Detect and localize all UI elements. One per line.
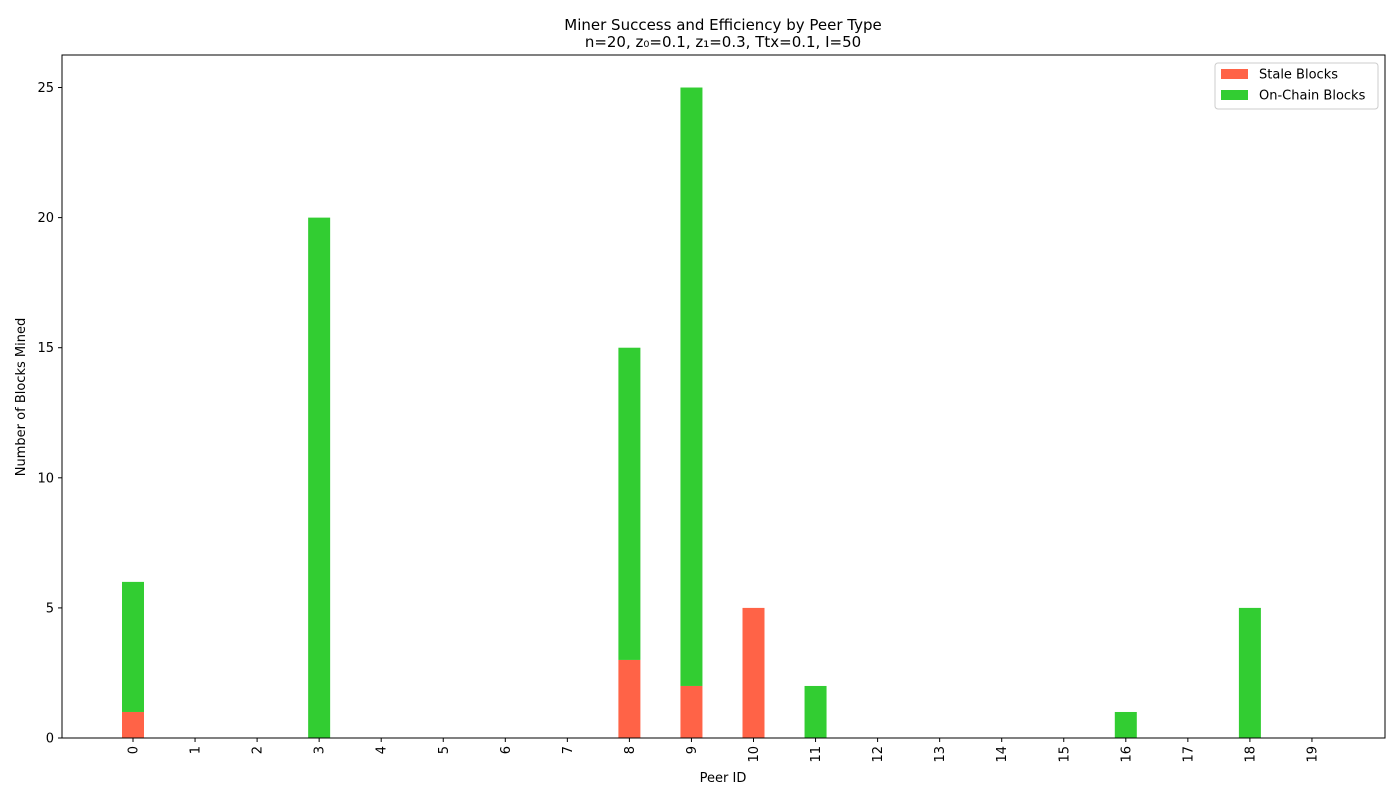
y-tick-label-10: 10 [37, 471, 54, 486]
x-tick-label-9: 9 [685, 746, 700, 754]
y-tick-label-15: 15 [37, 341, 54, 356]
x-tick-label-2: 2 [251, 746, 266, 754]
chart-title: Miner Success and Efficiency by Peer Typ… [564, 16, 881, 34]
x-tick-label-13: 13 [933, 746, 948, 763]
x-tick-label-4: 4 [375, 746, 390, 754]
bar-on-chain-blocks-3 [308, 217, 331, 739]
bar-stale-blocks-8 [618, 659, 641, 738]
bar-on-chain-blocks-18 [1238, 607, 1261, 738]
x-tick-label-7: 7 [561, 746, 576, 754]
x-axis-label: Peer ID [700, 771, 747, 786]
bars-layer [122, 87, 1261, 739]
bar-stale-blocks-0 [122, 711, 144, 738]
bar-stale-blocks-9 [680, 685, 703, 738]
y-tick-label-5: 5 [46, 601, 54, 616]
x-tick-label-14: 14 [995, 746, 1010, 763]
x-tick-label-11: 11 [809, 746, 824, 763]
x-tick-label-5: 5 [437, 746, 452, 754]
legend: Stale Blocks On-Chain Blocks [1214, 62, 1379, 110]
bar-on-chain-blocks-8 [618, 347, 641, 660]
y-tick-label-0: 0 [46, 732, 54, 747]
bar-on-chain-blocks-0 [122, 581, 144, 712]
y-tick-label-25: 25 [37, 81, 54, 96]
chart-subtitle: n=20, z₀=0.1, z₁=0.3, Ttx=0.1, I=50 [585, 33, 861, 51]
x-tick-label-15: 15 [1057, 746, 1072, 763]
y-tick-label-20: 20 [37, 211, 54, 226]
x-tick-label-6: 6 [499, 746, 514, 754]
plot-frame [61, 54, 1386, 739]
legend-label-on-chain-blocks: On-Chain Blocks [1259, 89, 1366, 104]
bar-stale-blocks-10 [742, 607, 765, 738]
legend-label-stale-blocks: Stale Blocks [1259, 68, 1338, 83]
x-tick-label-16: 16 [1119, 746, 1134, 763]
legend-box [1214, 62, 1379, 110]
bar-on-chain-blocks-16 [1114, 711, 1137, 738]
x-tick-label-17: 17 [1181, 746, 1196, 763]
x-tick-label-8: 8 [623, 746, 638, 754]
y-axis-label: Number of Blocks Mined [14, 318, 29, 476]
x-tick-label-10: 10 [747, 746, 762, 763]
bar-on-chain-blocks-11 [804, 685, 827, 738]
x-tick-label-1: 1 [189, 746, 204, 754]
x-tick-label-19: 19 [1305, 746, 1320, 763]
legend-swatch-on-chain-blocks [1221, 90, 1248, 100]
x-tick-label-18: 18 [1243, 746, 1258, 763]
x-tick-label-3: 3 [313, 746, 328, 754]
legend-swatch-stale-blocks [1221, 69, 1248, 79]
x-tick-label-12: 12 [871, 746, 886, 763]
x-tick-label-0: 0 [127, 746, 142, 754]
bar-on-chain-blocks-9 [680, 87, 703, 686]
